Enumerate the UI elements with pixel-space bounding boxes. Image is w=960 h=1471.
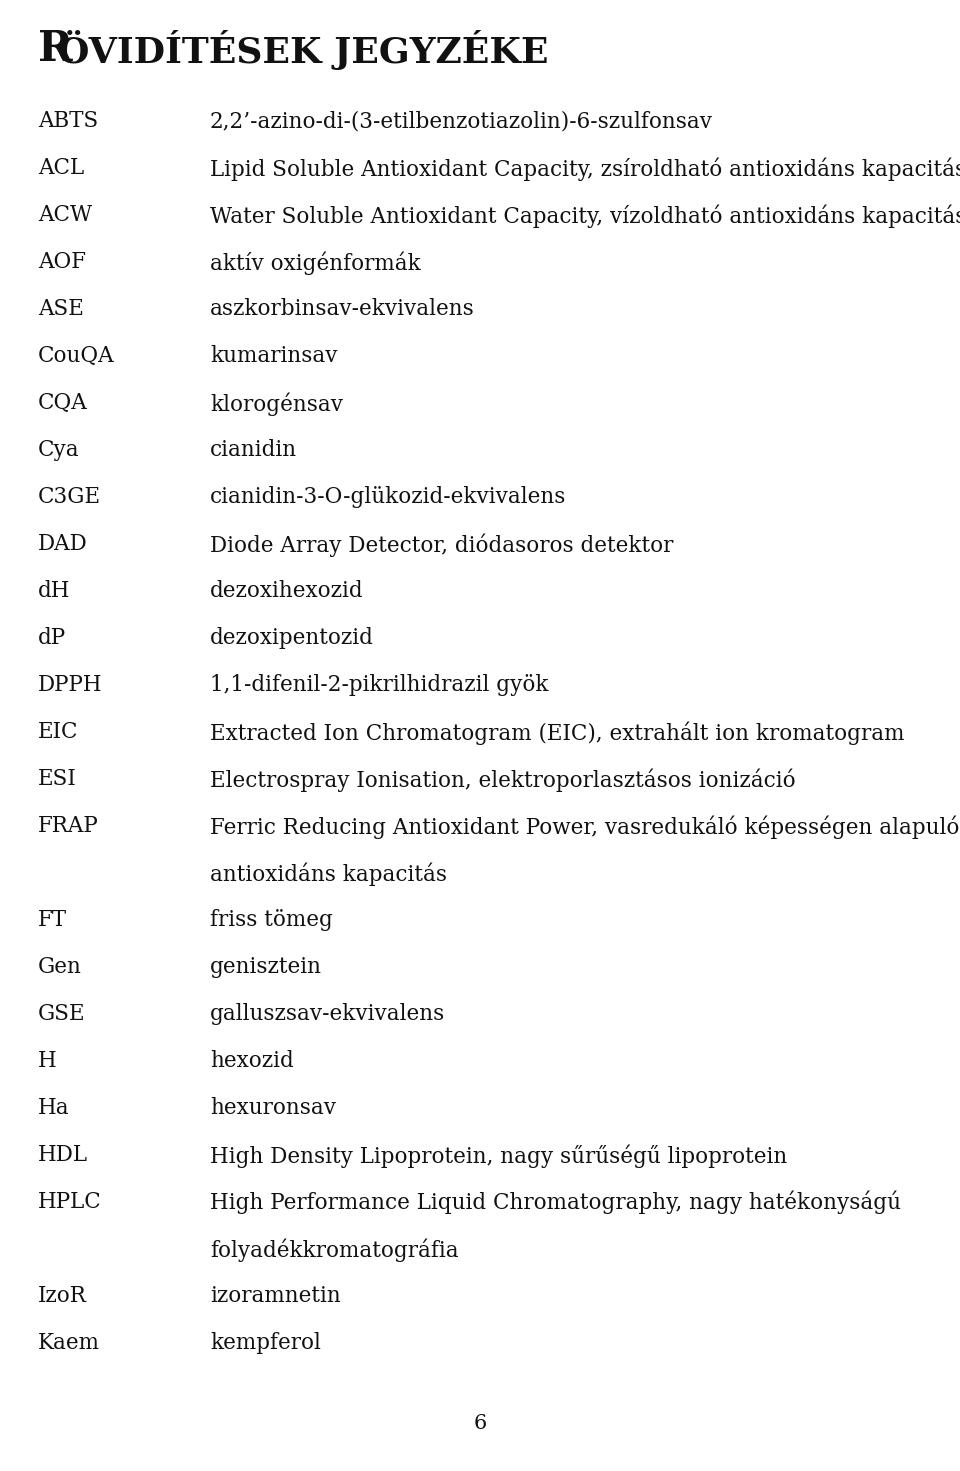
Text: DPPH: DPPH bbox=[38, 674, 103, 696]
Text: ASE: ASE bbox=[38, 299, 84, 321]
Text: ACL: ACL bbox=[38, 157, 84, 179]
Text: cianidin-3-O-glükozid-ekvivalens: cianidin-3-O-glükozid-ekvivalens bbox=[210, 485, 566, 507]
Text: 6: 6 bbox=[473, 1414, 487, 1433]
Text: FRAP: FRAP bbox=[38, 815, 99, 837]
Text: Ha: Ha bbox=[38, 1097, 70, 1119]
Text: High Density Lipoprotein, nagy sűrűségű lipoprotein: High Density Lipoprotein, nagy sűrűségű … bbox=[210, 1144, 787, 1168]
Text: antioxidáns kapacitás: antioxidáns kapacitás bbox=[210, 862, 447, 886]
Text: izoramnetin: izoramnetin bbox=[210, 1286, 341, 1308]
Text: dH: dH bbox=[38, 580, 70, 602]
Text: Cya: Cya bbox=[38, 438, 80, 460]
Text: friss tömeg: friss tömeg bbox=[210, 909, 333, 931]
Text: dezoxipentozid: dezoxipentozid bbox=[210, 627, 373, 649]
Text: klorogénsav: klorogénsav bbox=[210, 391, 343, 415]
Text: 2,2’-azino-di-(3-etilbenzotiazolin)-6-szulfonsav: 2,2’-azino-di-(3-etilbenzotiazolin)-6-sz… bbox=[210, 110, 713, 132]
Text: hexuronsav: hexuronsav bbox=[210, 1097, 336, 1119]
Text: Water Soluble Antioxidant Capacity, vízoldható antioxidáns kapacitás: Water Soluble Antioxidant Capacity, vízo… bbox=[210, 204, 960, 228]
Text: ESI: ESI bbox=[38, 768, 77, 790]
Text: High Performance Liquid Chromatography, nagy hatékonyságú: High Performance Liquid Chromatography, … bbox=[210, 1192, 901, 1215]
Text: Extracted Ion Chromatogram (EIC), extrahált ion kromatogram: Extracted Ion Chromatogram (EIC), extrah… bbox=[210, 721, 904, 744]
Text: cianidin: cianidin bbox=[210, 438, 298, 460]
Text: Electrospray Ionisation, elektroporlasztásos ionizáció: Electrospray Ionisation, elektroporlaszt… bbox=[210, 768, 796, 791]
Text: DAD: DAD bbox=[38, 533, 87, 555]
Text: 1,1-difenil-2-pikrilhidrazil gyök: 1,1-difenil-2-pikrilhidrazil gyök bbox=[210, 674, 548, 696]
Text: HPLC: HPLC bbox=[38, 1192, 102, 1214]
Text: Gen: Gen bbox=[38, 956, 82, 978]
Text: C3GE: C3GE bbox=[38, 485, 101, 507]
Text: folyadékkromatográfia: folyadékkromatográfia bbox=[210, 1239, 459, 1262]
Text: kempferol: kempferol bbox=[210, 1333, 321, 1353]
Text: galluszsav-ekvivalens: galluszsav-ekvivalens bbox=[210, 1003, 445, 1025]
Text: GSE: GSE bbox=[38, 1003, 85, 1025]
Text: R: R bbox=[38, 28, 73, 71]
Text: EIC: EIC bbox=[38, 721, 79, 743]
Text: aktív oxigénformák: aktív oxigénformák bbox=[210, 252, 420, 275]
Text: genisztein: genisztein bbox=[210, 956, 322, 978]
Text: HDL: HDL bbox=[38, 1144, 88, 1167]
Text: FT: FT bbox=[38, 909, 67, 931]
Text: dP: dP bbox=[38, 627, 66, 649]
Text: Lipid Soluble Antioxidant Capacity, zsíroldható antioxidáns kapacitás: Lipid Soluble Antioxidant Capacity, zsír… bbox=[210, 157, 960, 181]
Text: H: H bbox=[38, 1050, 57, 1072]
Text: AOF: AOF bbox=[38, 252, 86, 274]
Text: CQA: CQA bbox=[38, 391, 87, 413]
Text: Ferric Reducing Antioxidant Power, vasredukáló képességen alapuló: Ferric Reducing Antioxidant Power, vasre… bbox=[210, 815, 959, 838]
Text: dezoxihexozid: dezoxihexozid bbox=[210, 580, 364, 602]
Text: kumarinsav: kumarinsav bbox=[210, 346, 338, 366]
Text: CouQA: CouQA bbox=[38, 346, 114, 366]
Text: Diode Array Detector, diódasoros detektor: Diode Array Detector, diódasoros detekto… bbox=[210, 533, 673, 556]
Text: ÖVIDÍTÉSEK JEGYZÉKE: ÖVIDÍTÉSEK JEGYZÉKE bbox=[58, 29, 548, 71]
Text: hexozid: hexozid bbox=[210, 1050, 294, 1072]
Text: ACW: ACW bbox=[38, 204, 92, 227]
Text: IzoR: IzoR bbox=[38, 1286, 86, 1308]
Text: ABTS: ABTS bbox=[38, 110, 98, 132]
Text: Kaem: Kaem bbox=[38, 1333, 100, 1353]
Text: aszkorbinsav-ekvivalens: aszkorbinsav-ekvivalens bbox=[210, 299, 475, 321]
